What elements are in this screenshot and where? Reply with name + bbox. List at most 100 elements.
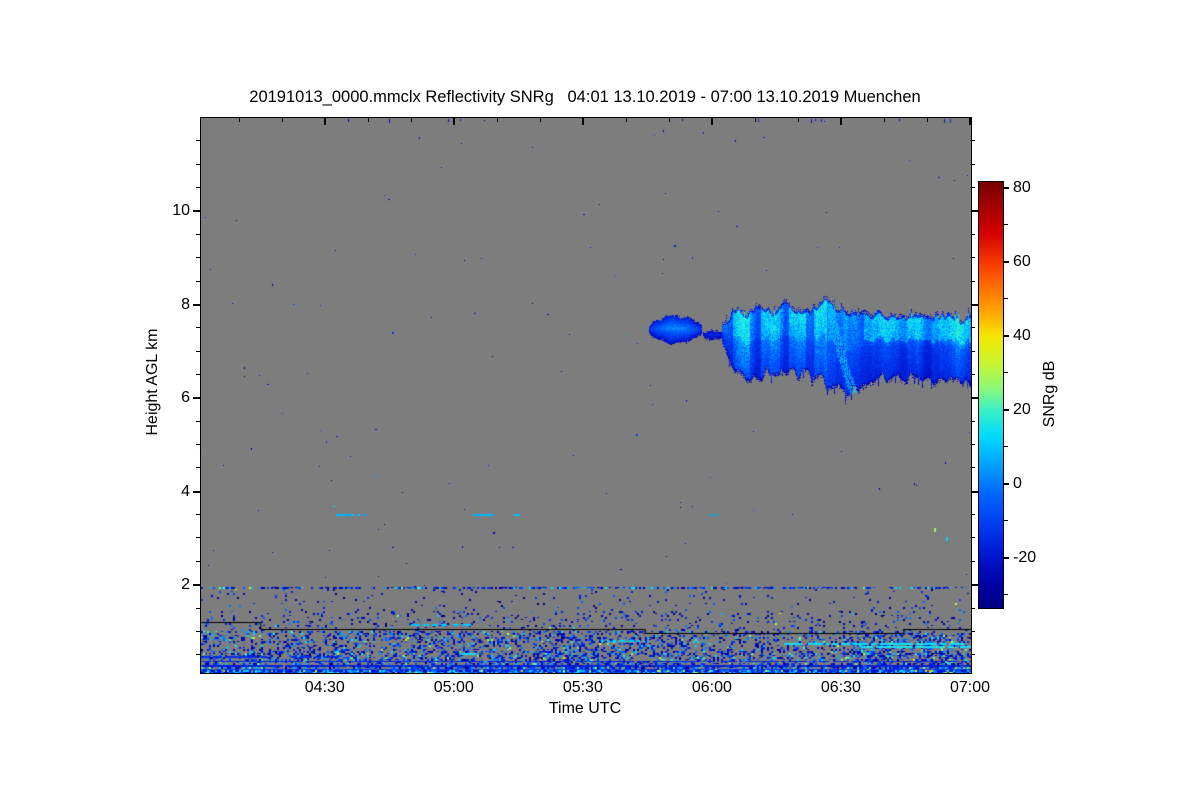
y-major-tick <box>193 490 200 493</box>
y-minor-tick <box>196 350 200 352</box>
x-minor-tick-top <box>238 118 240 122</box>
y-minor-tick <box>196 163 200 165</box>
y-minor-tick-right <box>971 467 975 469</box>
plot-title: 20191013_0000.mmclx Reflectivity SNRg 04… <box>249 88 921 106</box>
colorbar-minor-tick <box>1004 594 1008 596</box>
x-minor-tick-top <box>281 118 283 122</box>
x-major-tick-top <box>581 118 584 125</box>
y-tick-label: 8 <box>181 295 190 313</box>
y-major-tick <box>193 584 200 587</box>
y-minor-tick-right <box>971 327 975 329</box>
x-minor-tick-top <box>883 118 885 122</box>
x-tick-label: 05:00 <box>433 679 474 696</box>
colorbar-major-tick <box>1004 408 1009 411</box>
y-minor-tick-right <box>971 630 975 632</box>
y-minor-tick-right <box>971 280 975 282</box>
y-minor-tick <box>196 444 200 446</box>
x-tick-label: 04:30 <box>304 679 345 696</box>
x-major-tick-top <box>710 118 713 125</box>
colorbar-tick-label: 80 <box>1013 178 1031 196</box>
y-major-tick <box>193 303 200 306</box>
y-tick-label: 4 <box>181 482 190 500</box>
colorbar-major-tick <box>1004 482 1009 485</box>
y-minor-tick <box>196 280 200 282</box>
y-minor-tick-right <box>971 537 975 539</box>
y-minor-tick <box>196 233 200 235</box>
x-tick-label: 05:30 <box>562 679 603 696</box>
x-minor-tick-top <box>926 118 928 122</box>
x-minor-tick-top <box>367 118 369 122</box>
y-minor-tick-right <box>971 654 975 656</box>
y-tick-label: 10 <box>172 202 190 220</box>
x-major-tick-top <box>323 118 326 125</box>
y-minor-tick <box>196 420 200 422</box>
y-minor-tick-right <box>971 233 975 235</box>
y-minor-tick-right <box>971 444 975 446</box>
y-minor-tick-right <box>971 607 975 609</box>
y-minor-tick <box>196 560 200 562</box>
y-minor-tick <box>196 607 200 609</box>
x-minor-tick-top <box>410 118 412 122</box>
y-minor-tick-right <box>971 257 975 259</box>
heatmap-canvas <box>201 118 971 673</box>
y-minor-tick <box>196 514 200 516</box>
y-minor-tick <box>196 630 200 632</box>
y-major-tick-right <box>971 584 978 587</box>
y-minor-tick <box>196 537 200 539</box>
x-tick-label: 06:30 <box>820 679 861 696</box>
y-minor-tick <box>196 187 200 189</box>
colorbar-minor-tick <box>1004 519 1008 521</box>
y-minor-tick-right <box>971 163 975 165</box>
x-minor-tick-top <box>797 118 799 122</box>
colorbar-tick-label: 40 <box>1013 326 1031 344</box>
x-major-tick-top <box>969 118 971 125</box>
y-tick-label: 6 <box>181 389 190 407</box>
colorbar-tick-label: -20 <box>1013 548 1037 566</box>
y-minor-tick-right <box>971 420 975 422</box>
colorbar-major-tick <box>1004 334 1009 337</box>
colorbar-minor-tick <box>1004 371 1008 373</box>
y-minor-tick <box>196 373 200 375</box>
y-major-tick <box>193 397 200 400</box>
x-major-tick-top <box>839 118 842 125</box>
y-minor-tick <box>196 327 200 329</box>
colorbar-major-tick <box>1004 556 1009 559</box>
x-tick-label: 06:00 <box>691 679 732 696</box>
colorbar-tick-label: 20 <box>1013 400 1031 418</box>
y-minor-tick-right <box>971 373 975 375</box>
y-axis-title: Height AGL km <box>144 328 161 436</box>
y-minor-tick-right <box>971 350 975 352</box>
y-minor-tick-right <box>971 187 975 189</box>
x-minor-tick-top <box>496 118 498 122</box>
colorbar-gradient <box>979 182 1003 608</box>
colorbar-title: SNRg dB <box>1041 360 1058 428</box>
y-major-tick-right <box>971 397 978 400</box>
colorbar-tick-label: 0 <box>1013 474 1022 492</box>
x-minor-tick-top <box>668 118 670 122</box>
y-major-tick-right <box>971 490 978 493</box>
colorbar-minor-tick <box>1004 223 1008 225</box>
x-major-tick-top <box>452 118 455 125</box>
colorbar-minor-tick <box>1004 445 1008 447</box>
x-minor-tick-top <box>539 118 541 122</box>
y-minor-tick <box>196 467 200 469</box>
y-minor-tick-right <box>971 560 975 562</box>
y-minor-tick-right <box>971 140 975 142</box>
x-minor-tick-top <box>754 118 756 122</box>
y-minor-tick <box>196 257 200 259</box>
colorbar-major-tick <box>1004 260 1009 263</box>
y-major-tick-right <box>971 210 978 213</box>
y-minor-tick <box>196 140 200 142</box>
y-minor-tick <box>196 654 200 656</box>
y-minor-tick-right <box>971 514 975 516</box>
colorbar <box>978 181 1004 609</box>
plot-area <box>200 117 972 674</box>
colorbar-minor-tick <box>1004 297 1008 299</box>
x-axis-title: Time UTC <box>548 700 622 717</box>
y-tick-label: 2 <box>181 576 190 594</box>
y-major-tick <box>193 210 200 213</box>
x-minor-tick-top <box>625 118 627 122</box>
colorbar-major-tick <box>1004 186 1009 189</box>
colorbar-tick-label: 60 <box>1013 252 1031 270</box>
